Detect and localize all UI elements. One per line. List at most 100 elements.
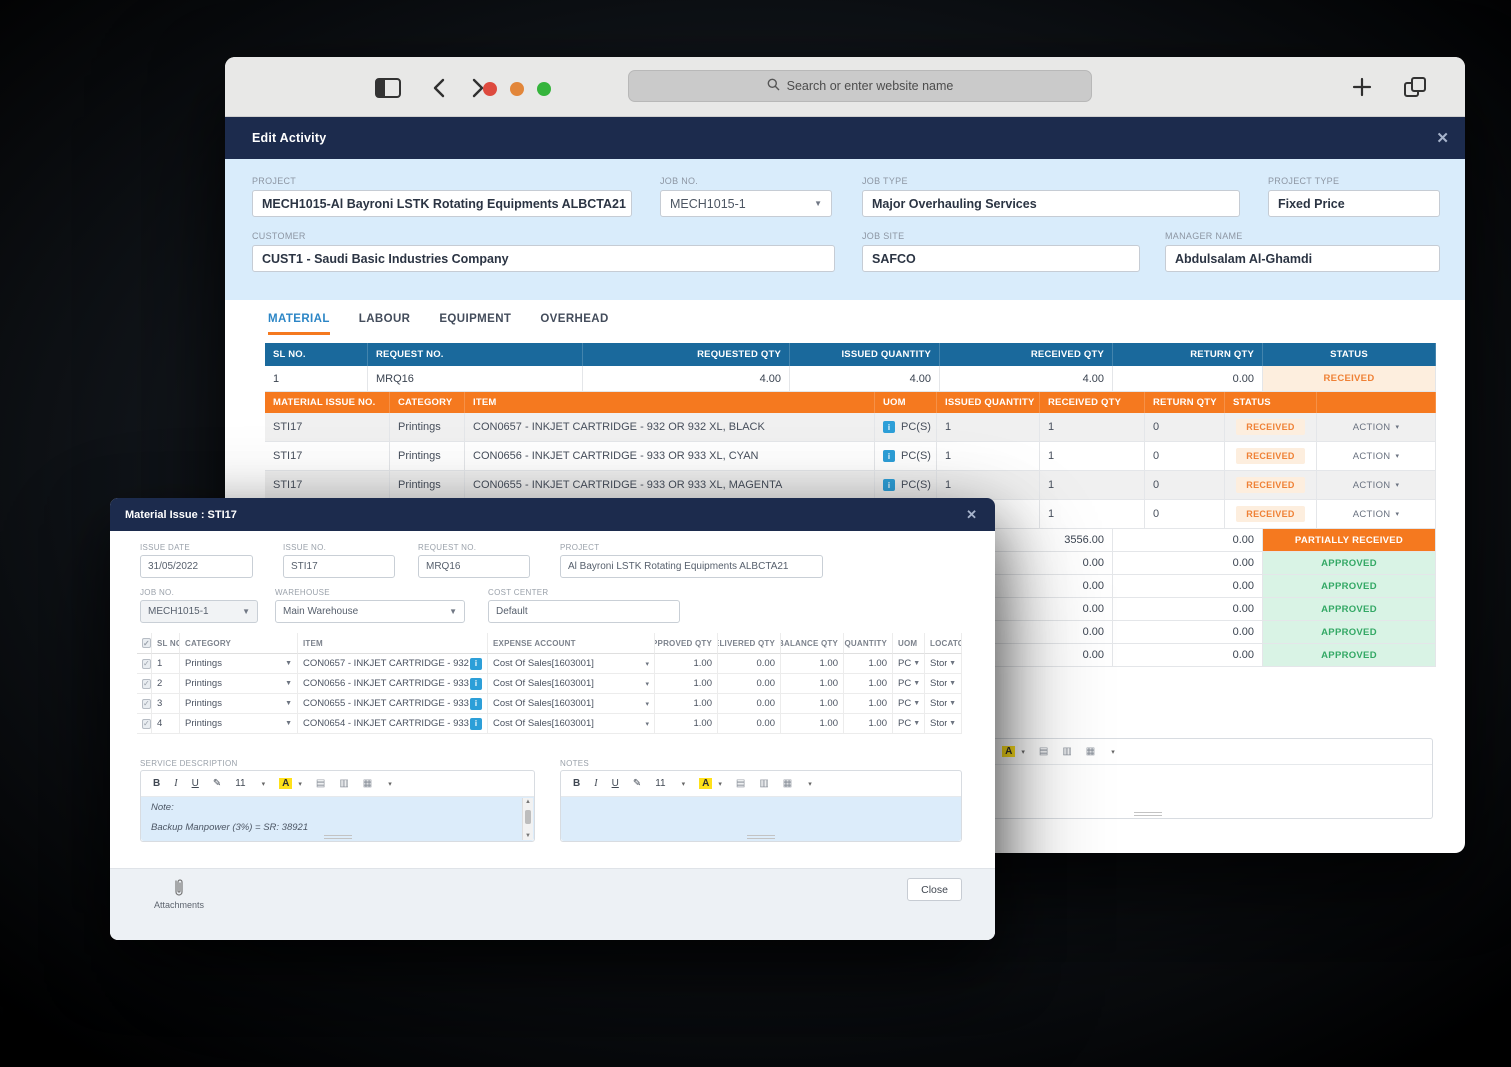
checkbox[interactable]: ✓	[142, 698, 151, 709]
scroll-up-icon[interactable]: ▲	[525, 799, 531, 805]
tab-overhead[interactable]: OVERHEAD	[540, 313, 609, 325]
material-issue-row[interactable]: STI17 Printings CON0655 - INKJET CARTRID…	[265, 471, 1436, 500]
forward-button[interactable]	[469, 76, 487, 100]
info-icon[interactable]: i	[470, 657, 482, 670]
bold-icon[interactable]: B	[573, 778, 581, 789]
issue-no-input[interactable]: STI17	[283, 555, 395, 578]
list-icon[interactable]: ▤	[735, 778, 746, 789]
manager-name-input[interactable]: Abdulsalam Al-Ghamdi	[1165, 245, 1440, 272]
info-icon[interactable]: i	[883, 421, 895, 433]
project-input[interactable]: Al Bayroni LSTK Rotating Equipments ALBC…	[560, 555, 823, 578]
text-color-icon[interactable]: A	[1002, 746, 1016, 757]
notes-content[interactable]	[561, 797, 961, 841]
font-size-select[interactable]: 11	[655, 778, 666, 789]
table-icon[interactable]: ▦	[782, 778, 793, 789]
category-select[interactable]: Printings ▼	[180, 694, 298, 714]
locator-select[interactable]: Stor ▼	[925, 694, 962, 714]
font-size-select[interactable]: 11	[235, 778, 246, 789]
tab-labour[interactable]: LABOUR	[358, 313, 411, 325]
checkbox[interactable]: ✓	[142, 718, 151, 729]
job-site-input[interactable]: SAFCO	[862, 245, 1140, 272]
warehouse-select[interactable]: Main Warehouse ▼	[275, 600, 465, 623]
resize-grip[interactable]	[1134, 812, 1162, 816]
expense-account-select[interactable]: Cost Of Sales[1603001] ▾	[488, 674, 655, 694]
expense-account-select[interactable]: Cost Of Sales[1603001] ▾	[488, 714, 655, 734]
info-icon[interactable]: i	[883, 450, 895, 462]
category-select[interactable]: Printings ▼	[180, 654, 298, 674]
item-row[interactable]: ✓ 1 Printings ▼ CON0657 - INKJET CARTRIDG…	[137, 654, 962, 674]
checkbox[interactable]: ✓	[142, 678, 151, 689]
new-tab-button[interactable]	[1352, 77, 1372, 97]
numbered-list-icon[interactable]: ▥	[1062, 746, 1072, 757]
locator-select[interactable]: Stor ▼	[925, 654, 962, 674]
text-color-icon[interactable]: A	[279, 778, 293, 789]
project-type-input[interactable]: Fixed Price	[1268, 190, 1440, 217]
checkbox[interactable]: ✓	[142, 658, 151, 669]
request-row[interactable]: 1 MRQ16 4.00 4.00 4.00 0.00 RECEIVED	[265, 366, 1436, 392]
material-issue-row[interactable]: STI17 Printings CON0657 - INKJET CARTRID…	[265, 413, 1436, 442]
category-select[interactable]: Printings ▼	[180, 674, 298, 694]
highlighter-icon[interactable]: ✎	[632, 778, 642, 789]
traffic-light-minimize[interactable]	[510, 82, 524, 96]
resize-grip[interactable]	[747, 835, 775, 839]
table-icon[interactable]: ▦	[1085, 746, 1096, 757]
info-icon[interactable]: i	[470, 677, 482, 690]
locator-select[interactable]: Stor ▼	[925, 674, 962, 694]
item-row[interactable]: ✓ 3 Printings ▼ CON0655 - INKJET CARTRIDG…	[137, 694, 962, 714]
underline-icon[interactable]: U	[191, 778, 199, 789]
close-button[interactable]: Close	[907, 878, 962, 901]
info-icon[interactable]: i	[470, 697, 482, 710]
checkbox[interactable]: ✓	[142, 638, 151, 648]
underline-icon[interactable]: U	[611, 778, 619, 789]
action-dropdown[interactable]: ACTION ▾	[1317, 413, 1436, 442]
job-type-input[interactable]: Major Overhauling Services	[862, 190, 1240, 217]
scrollbar-thumb[interactable]	[525, 810, 531, 824]
resize-grip[interactable]	[323, 835, 352, 839]
back-button[interactable]	[430, 76, 448, 100]
list-icon[interactable]: ▤	[1038, 746, 1049, 757]
close-icon[interactable]: ✕	[966, 506, 977, 522]
issue-date-input[interactable]: 31/05/2022	[140, 555, 253, 578]
tab-equipment[interactable]: EQUIPMENT	[439, 313, 512, 325]
quantity-input[interactable]: 1.00	[844, 694, 893, 714]
numbered-list-icon[interactable]: ▥	[759, 778, 769, 789]
scrollbar[interactable]: ▲ ▼	[522, 798, 533, 840]
attachments-button[interactable]: Attachments	[154, 878, 204, 910]
locator-select[interactable]: Stor ▼	[925, 714, 962, 734]
italic-icon[interactable]: I	[594, 778, 598, 789]
job-no-select[interactable]: MECH1015-1 ▼	[660, 190, 832, 217]
bold-icon[interactable]: B	[153, 778, 161, 789]
quantity-input[interactable]: 1.00	[844, 654, 893, 674]
service-description-content[interactable]: Note: Backup Manpower (3%) = SR: 38921 ▲…	[141, 797, 534, 841]
list-icon[interactable]: ▤	[315, 778, 326, 789]
sidebar-toggle-icon[interactable]	[375, 78, 401, 98]
italic-icon[interactable]: I	[174, 778, 178, 789]
traffic-light-close[interactable]	[483, 82, 497, 96]
cost-center-input[interactable]: Default	[488, 600, 680, 623]
tab-overview-icon[interactable]	[1404, 77, 1426, 97]
category-select[interactable]: Printings ▼	[180, 714, 298, 734]
table-icon[interactable]: ▦	[362, 778, 373, 789]
highlighter-icon[interactable]: ✎	[212, 778, 222, 789]
expense-account-select[interactable]: Cost Of Sales[1603001] ▾	[488, 694, 655, 714]
customer-input[interactable]: CUST1 - Saudi Basic Industries Company	[252, 245, 835, 272]
job-no-select[interactable]: MECH1015-1 ▼	[140, 600, 258, 623]
item-row[interactable]: ✓ 2 Printings ▼ CON0656 - INKJET CARTRIDG…	[137, 674, 962, 694]
expense-account-select[interactable]: Cost Of Sales[1603001] ▾	[488, 654, 655, 674]
action-dropdown[interactable]: ACTION ▾	[1317, 500, 1436, 529]
project-input[interactable]: MECH1015-Al Bayroni LSTK Rotating Equipm…	[252, 190, 632, 217]
action-dropdown[interactable]: ACTION ▾	[1317, 442, 1436, 471]
info-icon[interactable]: i	[883, 479, 895, 491]
tab-material[interactable]: MATERIAL	[268, 313, 330, 335]
action-dropdown[interactable]: ACTION ▾	[1317, 471, 1436, 500]
request-no-input[interactable]: MRQ16	[418, 555, 530, 578]
uom-select[interactable]: PC ▼	[893, 714, 925, 734]
item-row[interactable]: ✓ 4 Printings ▼ CON0654 - INKJET CARTRIDG…	[137, 714, 962, 734]
address-bar[interactable]: Search or enter website name	[628, 70, 1092, 102]
material-issue-row[interactable]: STI17 Printings CON0656 - INKJET CARTRID…	[265, 442, 1436, 471]
quantity-input[interactable]: 1.00	[844, 714, 893, 734]
quantity-input[interactable]: 1.00	[844, 674, 893, 694]
numbered-list-icon[interactable]: ▥	[339, 778, 349, 789]
close-icon[interactable]: ✕	[1436, 130, 1449, 147]
uom-select[interactable]: PC ▼	[893, 654, 925, 674]
